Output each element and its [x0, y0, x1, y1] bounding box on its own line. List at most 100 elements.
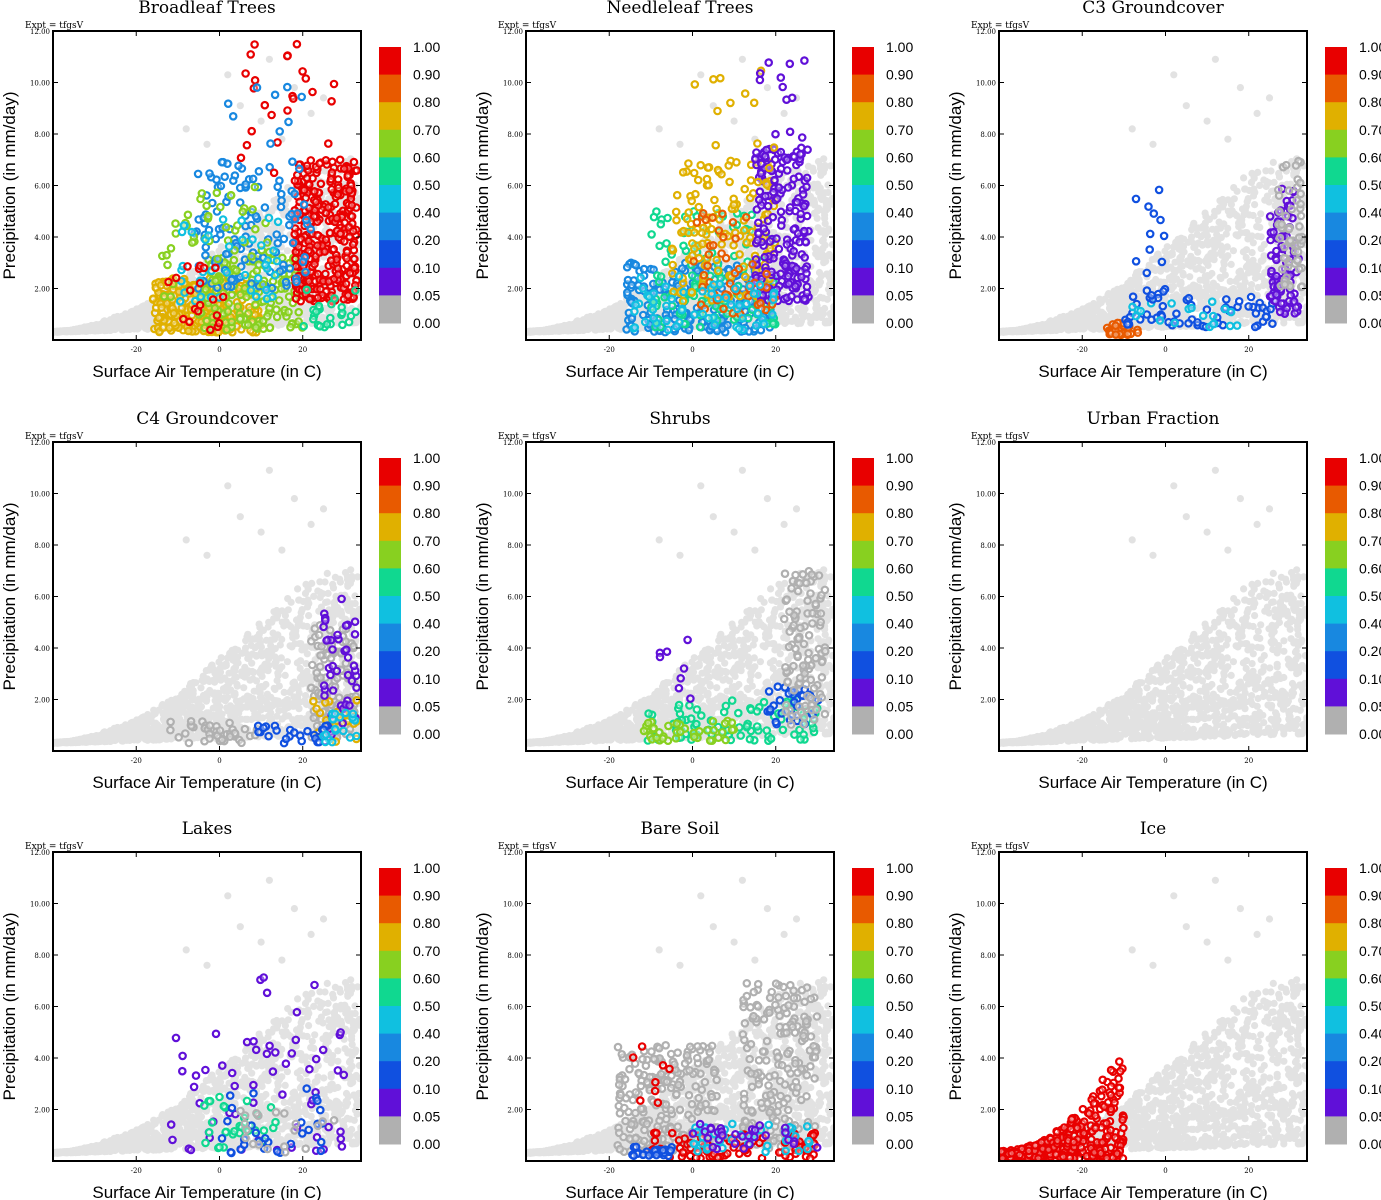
data-point: [753, 139, 762, 148]
data-point: [698, 239, 707, 249]
data-point: [227, 317, 236, 327]
data-point: [238, 207, 248, 217]
colorbar-label: 0.20: [886, 232, 913, 248]
colorbar-label: 1.00: [413, 39, 440, 55]
data-point: [253, 273, 263, 283]
bg-point: [821, 220, 829, 228]
bg-point: [787, 308, 795, 316]
data-point: [251, 292, 261, 301]
bg-point: [730, 117, 738, 125]
data-point: [348, 240, 358, 249]
data-point: [301, 215, 311, 225]
data-point: [800, 56, 809, 65]
data-point: [694, 202, 704, 212]
data-point: [272, 256, 282, 266]
data-point: [262, 311, 272, 321]
data-point: [764, 163, 774, 173]
data-point: [649, 313, 659, 323]
bg-point: [594, 315, 602, 323]
data-point: [797, 133, 807, 142]
data-point: [248, 174, 258, 184]
data-point: [222, 249, 231, 259]
bg-point: [92, 321, 101, 329]
data-point: [327, 168, 337, 177]
data-point: [291, 254, 300, 264]
data-point: [264, 213, 274, 223]
data-point: [171, 219, 180, 228]
data-point: [755, 69, 765, 78]
data-point: [243, 320, 253, 330]
data-point: [284, 220, 294, 230]
bg-point: [53, 328, 59, 336]
data-point: [760, 252, 770, 262]
data-point: [667, 269, 677, 278]
data-point: [701, 215, 711, 225]
data-point: [789, 246, 799, 256]
data-point: [713, 266, 723, 276]
bg-point: [307, 109, 315, 117]
data-point: [222, 268, 232, 277]
data-point: [684, 159, 693, 168]
colorbar-swatch: [379, 185, 401, 214]
data-point: [254, 167, 264, 176]
data-point: [251, 300, 260, 310]
data-point: [349, 263, 359, 273]
plot-area: [526, 55, 834, 337]
data-point: [753, 308, 763, 318]
data-point: [224, 242, 234, 251]
data-point: [337, 302, 347, 312]
bg-point: [825, 250, 833, 259]
bg-point: [809, 313, 817, 322]
data-point: [776, 147, 786, 157]
data-point: [802, 173, 812, 183]
data-point: [210, 303, 220, 313]
colorbar-label: 0.60: [413, 149, 440, 165]
colorbar-label: 0.80: [413, 94, 440, 110]
data-point: [202, 201, 211, 211]
colorbar-swatch: [852, 74, 874, 103]
data-point: [284, 117, 293, 127]
data-point: [707, 224, 716, 234]
data-point: [270, 90, 280, 100]
data-point: [795, 150, 805, 159]
data-point: [342, 247, 352, 257]
data-point: [661, 282, 671, 291]
colorbar-label: 0.40: [886, 205, 913, 221]
data-point: [687, 196, 697, 206]
data-point: [218, 215, 228, 224]
data-point: [748, 259, 757, 269]
y-axis-label: Precipitation (in mm/day): [473, 91, 492, 279]
colorbar-label: 0.70: [886, 122, 913, 138]
bg-point: [217, 243, 225, 251]
data-point: [222, 325, 232, 334]
data-point: [764, 58, 774, 67]
bg-point: [100, 320, 109, 328]
data-point: [335, 155, 345, 165]
data-point: [662, 301, 671, 311]
data-point: [780, 261, 790, 271]
data-point: [274, 296, 284, 305]
data-point: [656, 219, 666, 229]
data-point: [170, 318, 179, 328]
data-point: [302, 285, 312, 295]
colorbar-label: 0.05: [413, 287, 440, 303]
colorbar-swatch: [379, 129, 401, 158]
data-point: [772, 234, 781, 243]
data-point: [320, 247, 330, 256]
data-point: [241, 221, 250, 231]
data-point: [713, 106, 722, 116]
data-point: [162, 250, 171, 260]
data-point: [333, 175, 343, 184]
data-point: [787, 291, 796, 301]
data-point: [272, 230, 282, 239]
data-point: [308, 87, 317, 97]
data-point: [217, 157, 227, 167]
data-point: [259, 324, 268, 334]
data-point: [704, 250, 714, 259]
data-point: [177, 303, 187, 313]
data-point: [738, 313, 748, 323]
bg-point: [257, 117, 265, 125]
data-point: [345, 186, 354, 195]
data-point: [301, 193, 311, 203]
